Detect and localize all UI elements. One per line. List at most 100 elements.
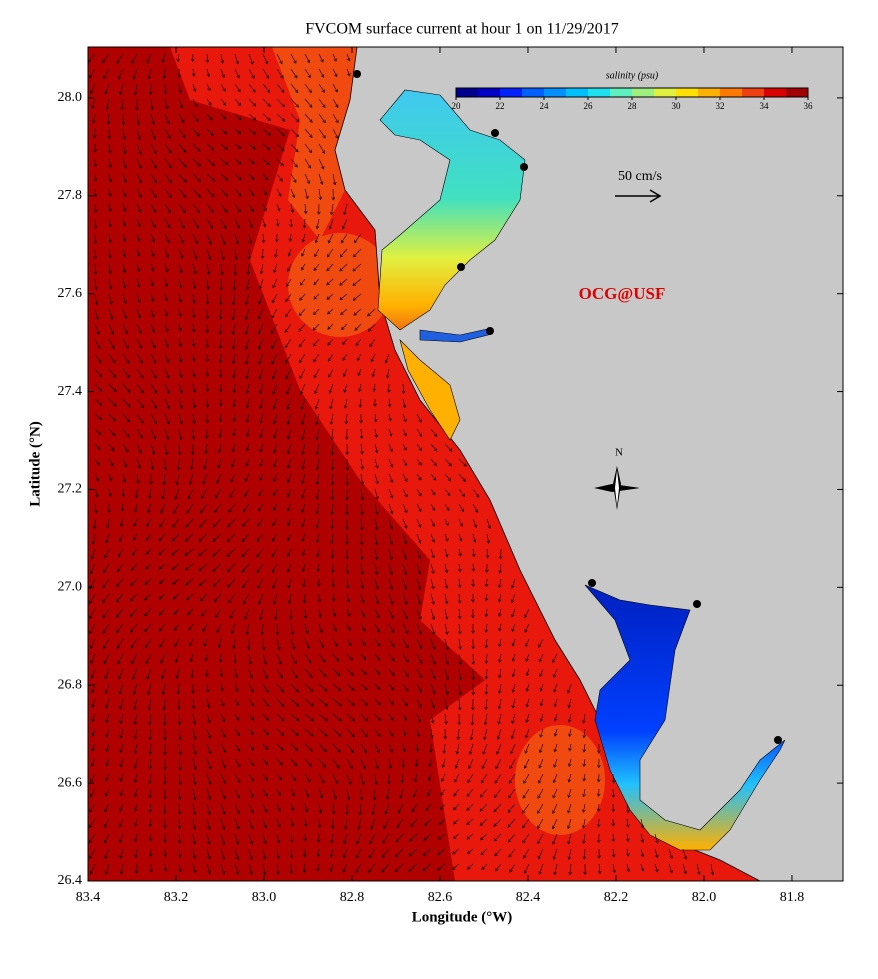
current-arrow	[511, 578, 516, 589]
current-arrow	[402, 518, 408, 529]
current-arrow	[177, 713, 182, 726]
current-arrow	[248, 218, 254, 229]
current-arrow	[498, 608, 502, 617]
current-arrow	[508, 773, 516, 784]
current-arrow	[276, 113, 286, 122]
current-arrow	[511, 608, 516, 618]
current-arrow	[287, 263, 292, 272]
current-arrow	[271, 308, 278, 319]
current-arrow	[158, 533, 166, 542]
current-arrow	[360, 713, 369, 722]
current-arrow	[178, 278, 183, 289]
current-arrow	[206, 698, 211, 709]
current-arrow	[471, 593, 475, 603]
current-arrow	[219, 398, 223, 407]
colorbar-swatch	[522, 88, 545, 97]
current-arrow	[313, 353, 320, 363]
current-arrow	[402, 578, 408, 591]
current-arrow	[136, 173, 142, 184]
current-arrow	[164, 308, 169, 317]
current-arrow	[206, 233, 213, 245]
current-arrow	[262, 758, 268, 765]
current-arrow	[118, 683, 124, 695]
current-arrow	[341, 218, 348, 230]
current-arrow	[192, 848, 197, 859]
current-arrow	[346, 608, 351, 617]
current-arrow	[597, 758, 601, 769]
current-arrow	[330, 488, 335, 501]
current-arrow	[479, 818, 488, 826]
current-arrow	[185, 518, 194, 528]
current-arrow	[318, 728, 328, 737]
current-arrow	[553, 863, 558, 876]
current-arrow	[262, 713, 270, 721]
current-arrow	[507, 803, 516, 813]
current-arrow	[136, 278, 141, 288]
current-arrow	[318, 788, 324, 799]
current-arrow	[330, 473, 335, 486]
current-arrow	[230, 623, 236, 635]
current-arrow	[192, 83, 197, 93]
current-arrow	[199, 593, 208, 602]
current-arrow	[315, 428, 320, 441]
current-arrow	[668, 848, 673, 859]
current-arrow	[304, 818, 308, 828]
current-arrow	[411, 803, 418, 813]
current-arrow	[318, 173, 324, 185]
current-arrow	[122, 308, 128, 320]
current-arrow	[220, 818, 226, 831]
current-arrow	[430, 563, 435, 575]
colorbar-swatch	[786, 88, 809, 97]
current-arrow	[248, 143, 256, 150]
current-arrow	[122, 278, 127, 289]
current-arrow	[401, 758, 406, 769]
x-tick-label: 83.4	[76, 890, 101, 905]
current-arrow	[496, 728, 502, 740]
current-arrow	[416, 488, 422, 497]
colorbar-tick-label: 34	[760, 101, 770, 111]
current-arrow	[388, 713, 394, 721]
current-arrow	[289, 863, 294, 874]
current-arrow	[493, 788, 502, 798]
current-arrow	[121, 113, 126, 126]
current-arrow	[369, 833, 376, 845]
current-arrow	[90, 668, 96, 679]
current-arrow	[568, 758, 572, 767]
current-arrow	[205, 323, 210, 334]
current-arrow	[234, 758, 241, 768]
current-arrow	[484, 593, 489, 602]
current-arrow	[326, 248, 334, 258]
current-arrow	[444, 503, 450, 512]
current-arrow	[262, 203, 267, 212]
current-arrow	[262, 173, 269, 181]
current-arrow	[234, 773, 241, 783]
current-arrow	[150, 218, 156, 228]
current-arrow	[388, 548, 393, 561]
current-arrow	[175, 668, 180, 679]
current-arrow	[136, 233, 141, 242]
current-arrow	[105, 98, 110, 110]
current-arrow	[498, 668, 502, 679]
current-arrow	[220, 53, 225, 64]
current-arrow	[276, 638, 281, 651]
current-arrow	[220, 743, 226, 753]
current-arrow	[330, 563, 335, 574]
current-arrow	[206, 833, 211, 845]
current-arrow	[345, 518, 349, 531]
current-arrow	[285, 353, 292, 364]
current-arrow	[317, 818, 322, 829]
current-arrow	[272, 413, 278, 425]
current-arrow	[373, 398, 377, 407]
x-axis-label: Longitude (°W)	[412, 909, 513, 925]
current-arrow	[346, 638, 352, 646]
current-arrow	[482, 743, 488, 755]
current-arrow	[289, 848, 294, 859]
current-arrow	[284, 323, 292, 333]
current-arrow	[327, 323, 334, 330]
current-arrow	[273, 503, 278, 511]
current-arrow	[357, 368, 362, 377]
current-arrow	[150, 413, 157, 425]
current-arrow	[163, 458, 168, 471]
current-arrow	[104, 683, 110, 695]
colorbar-tick-label: 30	[672, 101, 682, 111]
